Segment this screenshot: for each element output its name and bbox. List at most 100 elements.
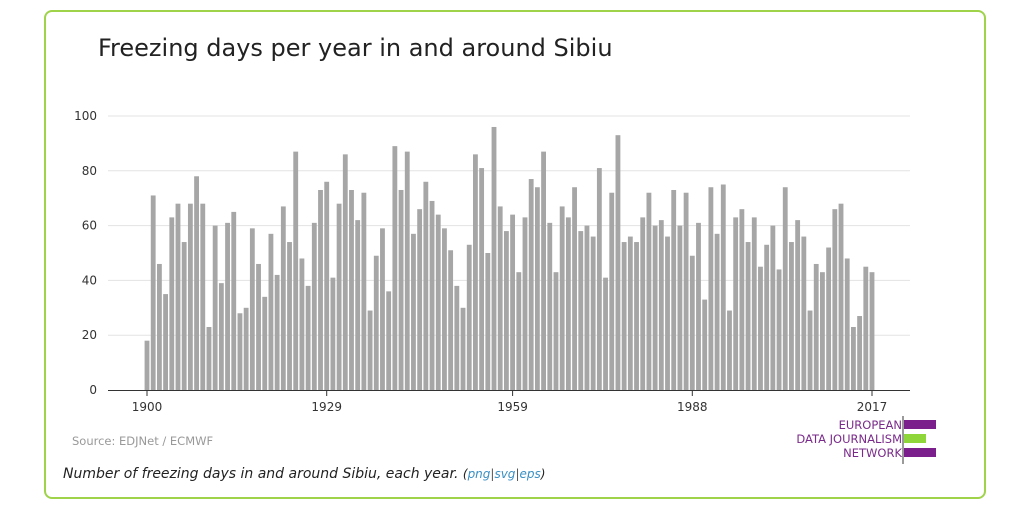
bar: [764, 244, 770, 390]
link-separator: |: [515, 467, 520, 481]
x-tick-label: 1929: [311, 400, 342, 414]
bar: [547, 222, 553, 390]
bar: [615, 135, 621, 390]
bar: [460, 307, 466, 390]
bar: [826, 247, 832, 390]
bar: [863, 266, 869, 390]
bar: [187, 203, 193, 390]
bar: [280, 206, 286, 390]
bar: [658, 220, 664, 390]
bar: [262, 296, 268, 390]
bar: [590, 236, 596, 390]
bar: [404, 151, 410, 390]
svg-link[interactable]: svg: [494, 467, 516, 481]
bar: [435, 214, 441, 390]
bar: [596, 168, 602, 390]
y-tick-label: 60: [82, 219, 97, 233]
bar: [528, 179, 534, 390]
bar: [442, 228, 447, 390]
bar: [448, 250, 454, 390]
bar: [820, 272, 825, 390]
bar: [324, 181, 330, 390]
bar: [225, 222, 230, 390]
bar: [392, 146, 398, 390]
bar: [144, 340, 150, 390]
bar: [243, 307, 249, 390]
bar: [782, 187, 788, 390]
bar: [857, 316, 863, 390]
bar: [287, 242, 292, 390]
bar: [770, 225, 776, 390]
bar: [361, 192, 367, 390]
bar: [745, 242, 751, 390]
edjnet-logo[interactable]: EUROPEAN DATA JOURNALISM NETWORK: [790, 416, 940, 464]
bar: [330, 277, 336, 390]
bar: [714, 233, 720, 390]
eps-link[interactable]: eps: [519, 467, 541, 481]
chart-title: Freezing days per year in and around Sib…: [98, 34, 613, 62]
x-tick-label: 1900: [132, 400, 163, 414]
bar: [559, 206, 565, 390]
caption: Number of freezing days in and around Si…: [63, 466, 545, 482]
bar: [169, 217, 175, 390]
bar: [832, 209, 838, 390]
y-tick-label: 80: [82, 164, 97, 178]
bar: [621, 242, 627, 390]
bar: [869, 272, 875, 390]
logo-bar-middle: [904, 434, 926, 443]
bar: [751, 217, 757, 390]
bar: [609, 192, 615, 390]
bar: [850, 326, 856, 390]
bar: [336, 203, 342, 390]
bar: [677, 225, 683, 390]
bar: [813, 263, 819, 390]
bar: [181, 242, 187, 390]
bar: [373, 255, 379, 390]
bar: [342, 154, 348, 390]
png-link[interactable]: png: [467, 467, 491, 481]
y-tick-label: 100: [74, 109, 97, 123]
bar: [720, 184, 726, 390]
bar: [156, 263, 162, 390]
bar: [541, 151, 546, 390]
bar: [485, 253, 491, 390]
bar: [175, 203, 181, 390]
bar: [789, 242, 794, 390]
x-tick-label: 1959: [497, 400, 528, 414]
bar: [231, 211, 237, 390]
bar: [801, 236, 807, 390]
bar: [640, 217, 646, 390]
bar: [311, 222, 317, 390]
bar: [627, 236, 633, 390]
bar: [603, 277, 608, 390]
bar: [497, 206, 503, 390]
y-tick-label: 20: [82, 328, 97, 342]
bar: [572, 187, 577, 390]
x-tick-label: 1988: [677, 400, 708, 414]
bar: [565, 217, 571, 390]
bar: [212, 225, 218, 390]
bar: [727, 310, 732, 390]
bar: [293, 151, 299, 390]
bar: [417, 209, 423, 390]
bar: [237, 313, 243, 390]
bar: [503, 231, 509, 390]
bar: [708, 187, 714, 390]
bar: [646, 192, 652, 390]
link-separator: |: [490, 467, 495, 481]
bar: [671, 189, 677, 390]
bar: [510, 214, 516, 390]
bar: [206, 326, 212, 390]
bar: [838, 203, 844, 390]
logo-line-network: NETWORK: [843, 446, 902, 460]
x-tick-label: 2017: [857, 400, 888, 414]
download-links: (png|svg|eps): [463, 467, 546, 481]
logo-divider: [902, 416, 904, 464]
bar: [522, 217, 528, 390]
bar: [652, 225, 658, 390]
bar: [466, 244, 472, 390]
bar: [473, 154, 478, 390]
bar: [454, 285, 460, 390]
bar: [423, 181, 429, 390]
bar: [479, 168, 485, 390]
